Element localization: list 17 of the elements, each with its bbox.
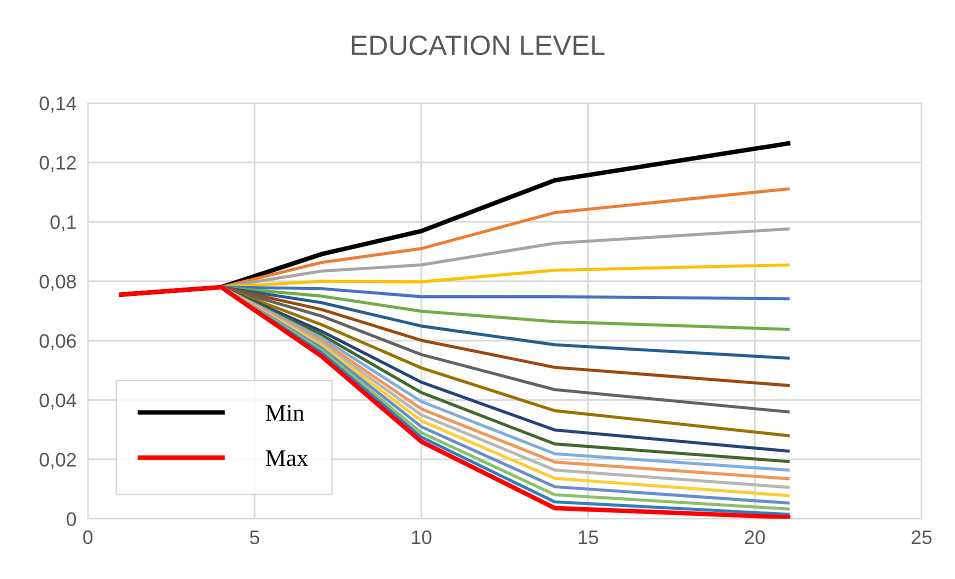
y-tick-label: 0,1: [50, 215, 76, 232]
y-tick-label: 0,14: [40, 96, 76, 113]
x-tick-label: 0: [83, 530, 93, 544]
legend-label: Min: [266, 405, 304, 421]
chart-title: EDUCATION LEVEL: [352, 35, 604, 56]
y-tick-label: 0: [66, 512, 76, 526]
legend-label: Max: [266, 450, 308, 466]
x-tick-label: 25: [912, 530, 932, 544]
x-tick-label: 10: [412, 530, 432, 544]
x-tick-label: 5: [250, 530, 260, 544]
y-tick-label: 0,04: [40, 393, 76, 410]
y-tick-label: 0,06: [40, 334, 76, 350]
x-tick-label: 20: [744, 530, 765, 544]
y-tick-label: 0,02: [40, 452, 76, 469]
x-tick-label: 15: [578, 530, 598, 544]
y-tick-label: 0,12: [40, 156, 76, 172]
y-tick-label: 0,08: [40, 274, 76, 291]
